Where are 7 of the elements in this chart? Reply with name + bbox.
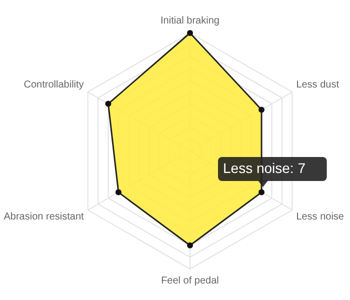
spoke-label: Less dust — [296, 80, 340, 91]
spoke-label: Less noise — [296, 212, 344, 223]
spoke-label: Feel of pedal — [161, 276, 219, 287]
text: Less noise: 7 — [223, 160, 306, 176]
spoke-label: Abrasion resistant — [4, 212, 84, 223]
spoke-label: Initial braking — [160, 16, 220, 27]
spoke-label: Controllability — [24, 80, 84, 91]
